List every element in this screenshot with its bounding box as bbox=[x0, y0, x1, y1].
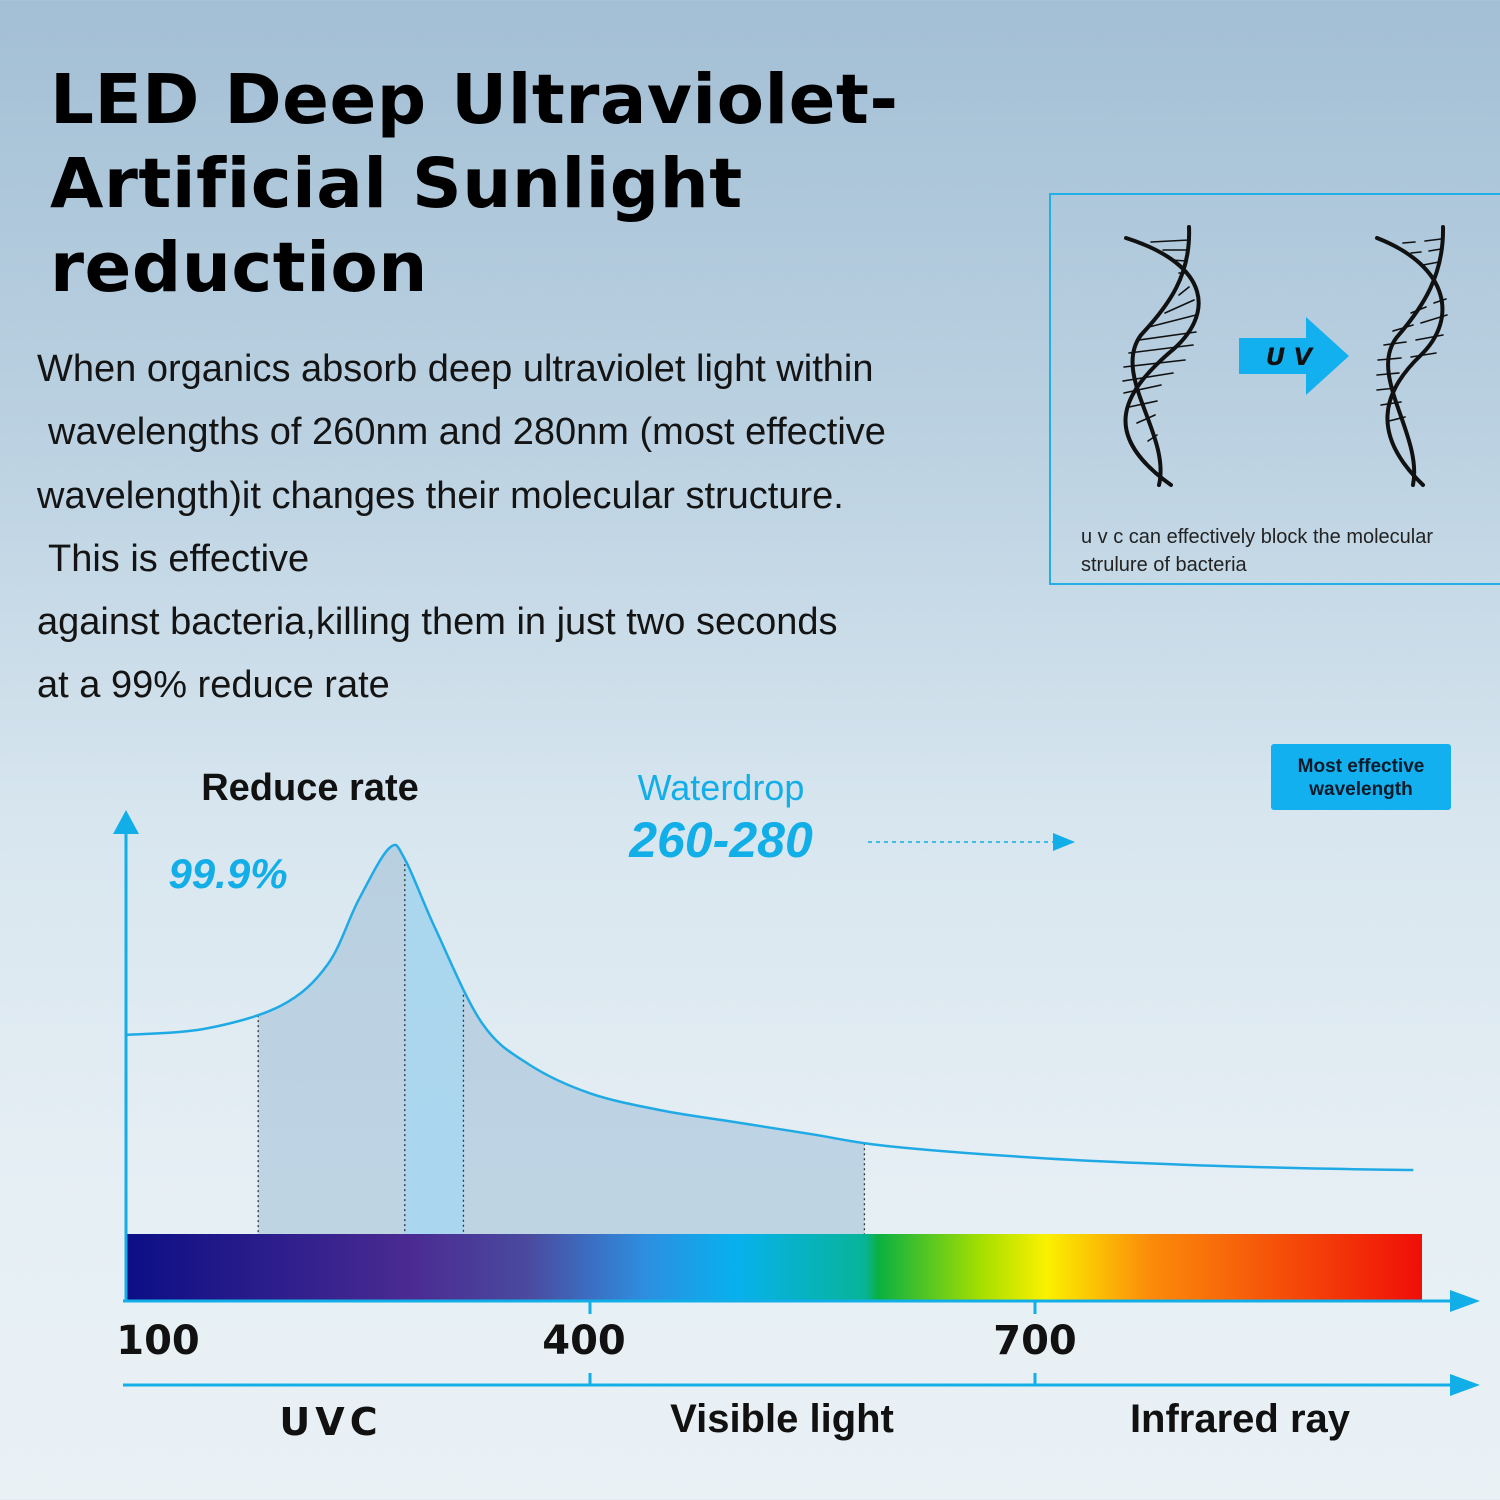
x-tick-label-100: 100 bbox=[116, 1318, 200, 1364]
description-line-2: wavelengths of 260nm and 280nm (most eff… bbox=[48, 411, 886, 454]
peak-value-label: 99.9% bbox=[168, 850, 287, 897]
region-label-uvc: UVC bbox=[279, 1400, 382, 1444]
dna-panel: U V bbox=[1049, 193, 1500, 585]
reduce-rate-curve bbox=[126, 843, 1414, 1172]
dna-damaged-icon bbox=[1375, 225, 1448, 487]
uv-arrow-label: U V bbox=[1266, 343, 1315, 371]
title-line-2: Artificial Sunlight bbox=[50, 144, 743, 224]
page-title: LED Deep Ultraviolet- Artificial Sunligh… bbox=[50, 58, 899, 310]
y-axis-label: Reduce rate bbox=[201, 767, 419, 809]
description-line-5: against bacteria,killing them in just tw… bbox=[37, 601, 838, 644]
x-axis-arrow-icon bbox=[1450, 1290, 1480, 1312]
highlight-name: Waterdrop bbox=[638, 767, 805, 808]
peak-band-shade bbox=[404, 859, 464, 1234]
curve-area-shade bbox=[258, 844, 865, 1234]
dna-illustration: U V bbox=[1122, 225, 1448, 487]
dna-caption-line-2: strulure of bacteria bbox=[1081, 554, 1247, 576]
badge-line-1: Most effective bbox=[1297, 756, 1425, 777]
spectrum-bar bbox=[127, 1234, 1422, 1300]
badge-line-2: wavelength bbox=[1309, 779, 1413, 800]
uv-arrow-icon: U V bbox=[1239, 317, 1349, 395]
badge-pointer-arrow-icon bbox=[1053, 833, 1075, 851]
highlight-range-label: 260-280 bbox=[628, 812, 813, 868]
description-line-3: wavelength)it changes their molecular st… bbox=[37, 474, 844, 517]
region-label-visible-light: Visible light bbox=[670, 1397, 894, 1441]
title-line-3: reduction bbox=[50, 228, 428, 308]
dna-caption: u v c can effectively block the molecula… bbox=[1081, 523, 1500, 579]
y-axis-arrow-icon bbox=[113, 810, 139, 834]
region-label-infrared-ray: Infrared ray bbox=[1130, 1397, 1351, 1441]
x-tick-label-700: 700 bbox=[993, 1318, 1077, 1364]
most-effective-badge: Most effective wavelength bbox=[1271, 744, 1451, 810]
description-line-1: When organics absorb deep ultraviolet li… bbox=[37, 348, 874, 390]
title-line-1: LED Deep Ultraviolet- bbox=[50, 60, 899, 140]
region-axis-arrow-icon bbox=[1450, 1374, 1480, 1396]
dna-intact-icon bbox=[1122, 225, 1201, 487]
description: When organics absorb deep ultraviolet li… bbox=[37, 338, 997, 718]
description-line-4: This is effective bbox=[48, 537, 310, 580]
dna-caption-line-1: u v c can effectively block the molecula… bbox=[1081, 526, 1434, 548]
x-tick-label-400: 400 bbox=[542, 1318, 626, 1364]
description-line-6: at a 99% reduce rate bbox=[37, 664, 390, 707]
